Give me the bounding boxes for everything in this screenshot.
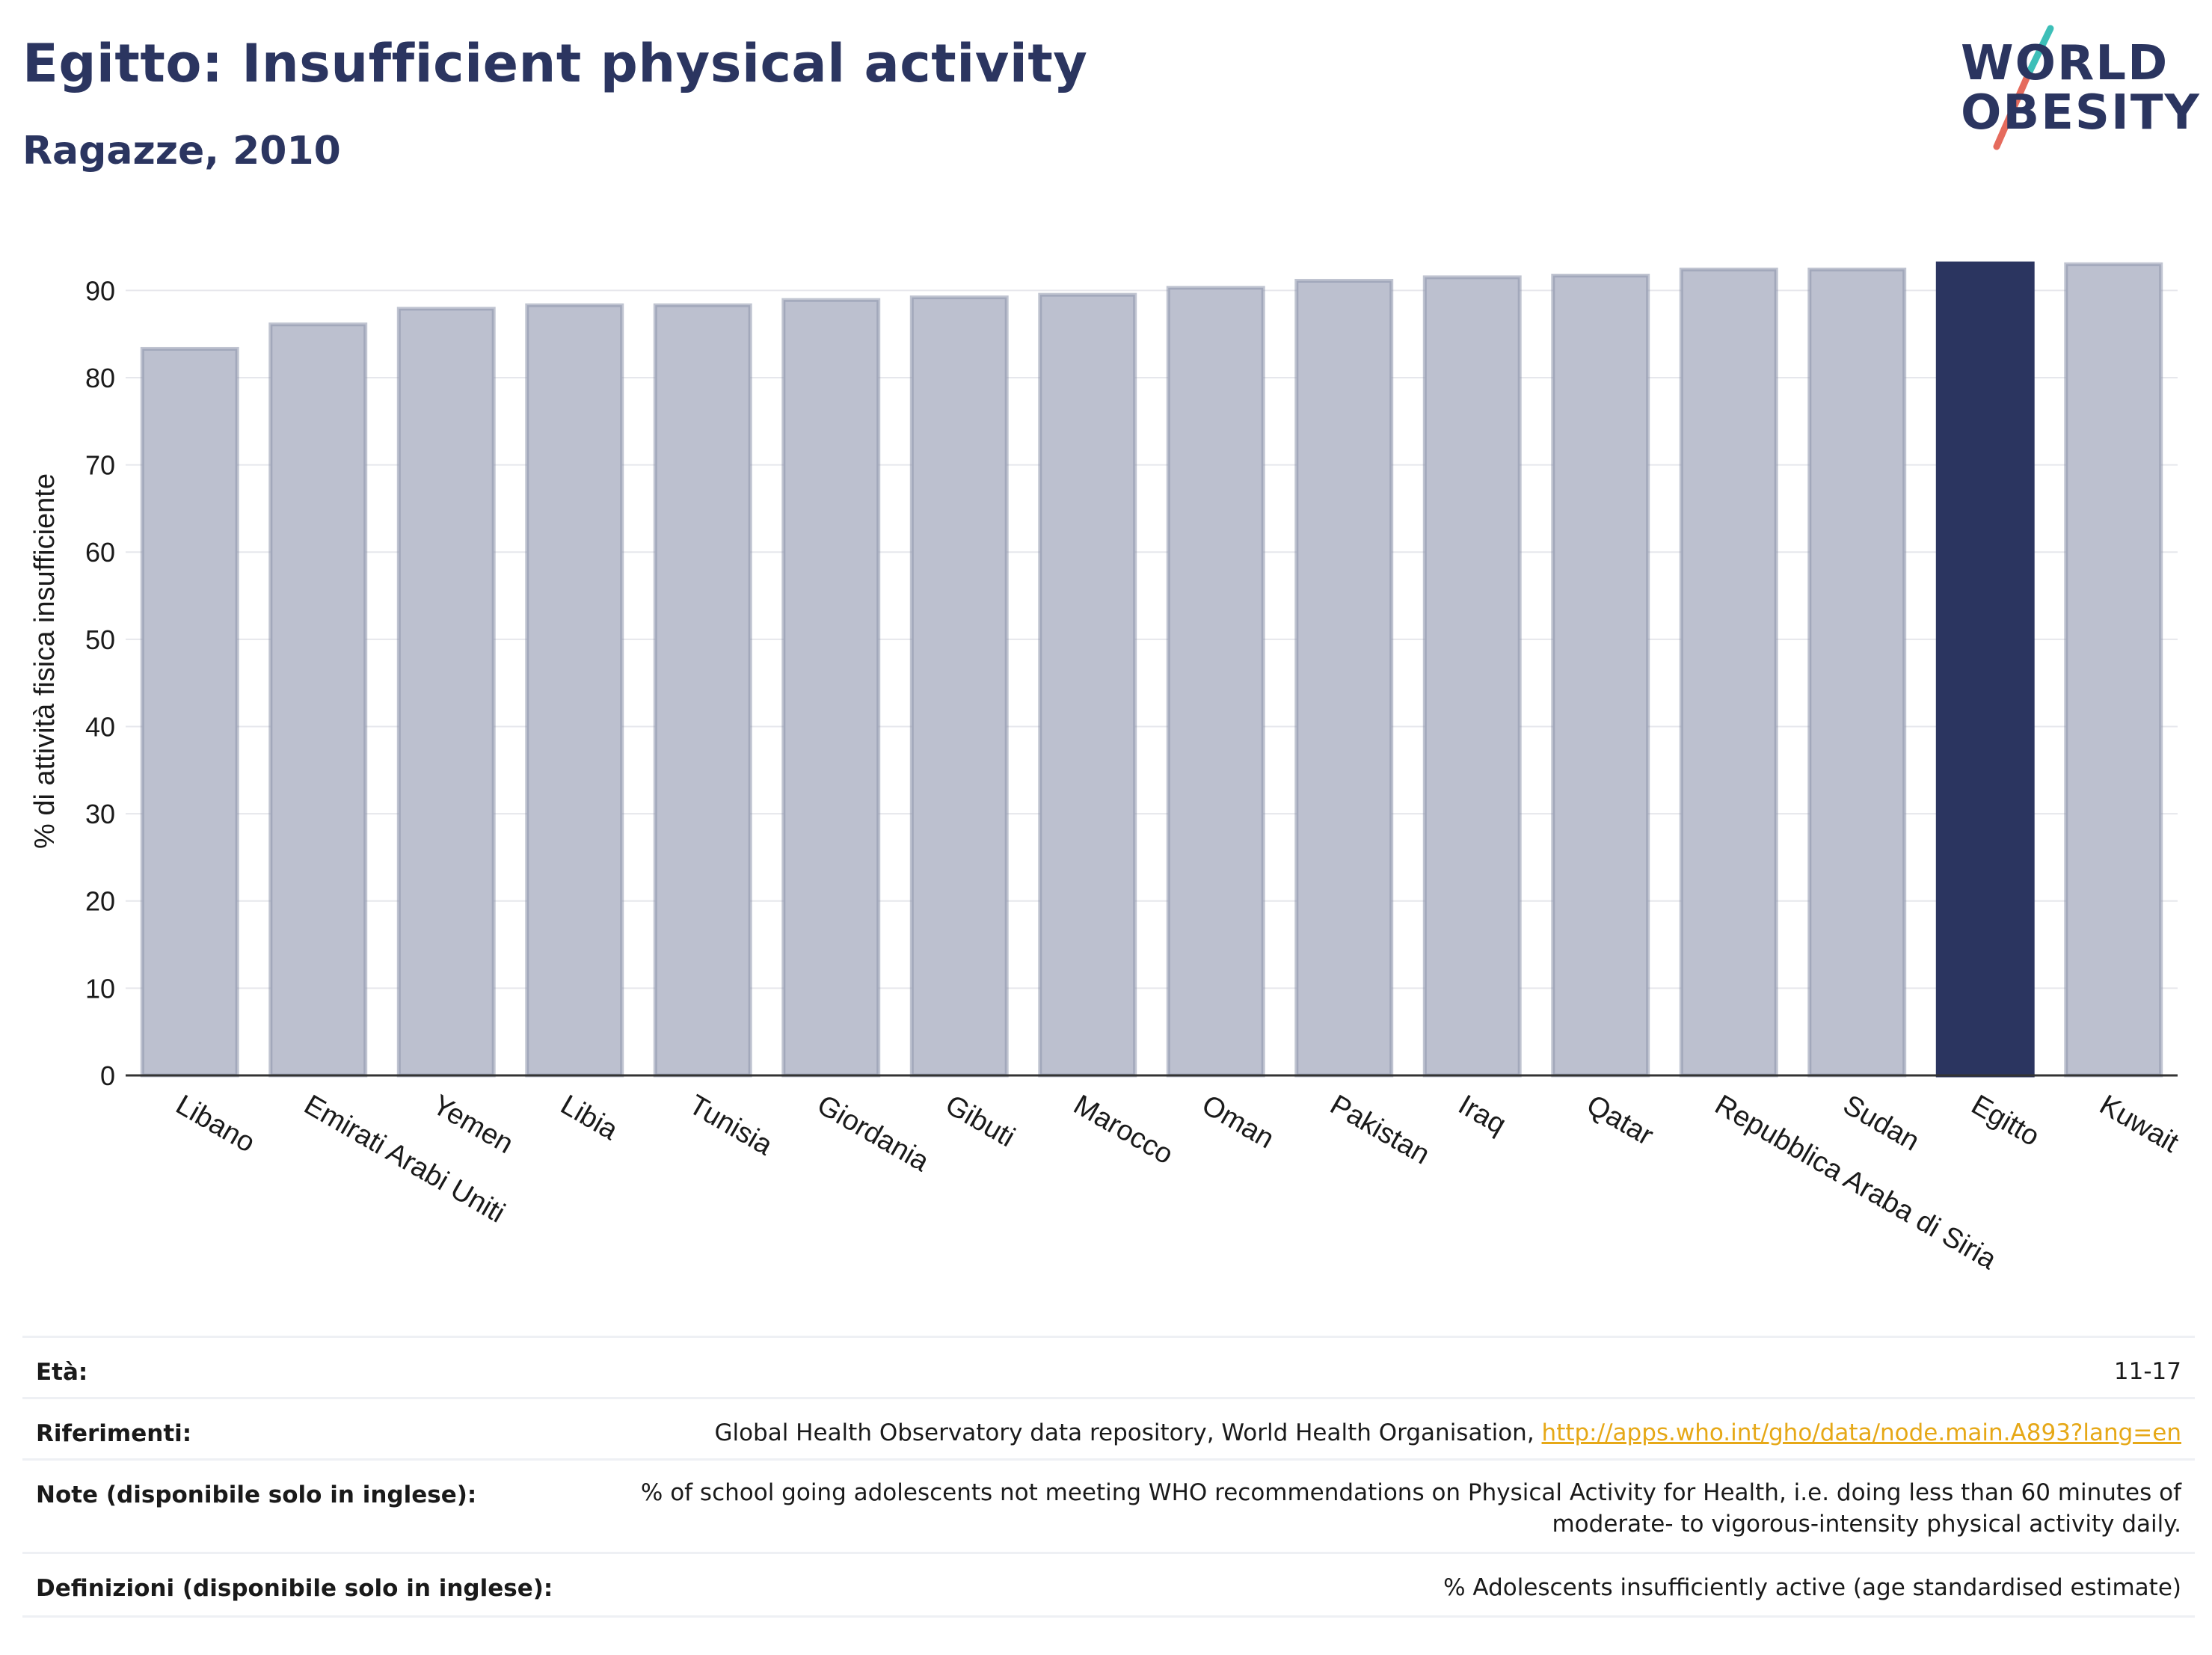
- y-tick-label: 90: [85, 275, 115, 306]
- meta-row-age: Età: 11-17: [22, 1336, 2195, 1399]
- x-tick-label: Pakistan: [1325, 1089, 1435, 1170]
- x-tick-label: Egitto: [1966, 1089, 2044, 1152]
- bar-marocco: [1038, 292, 1137, 1078]
- bar-iraq: [1422, 275, 1522, 1078]
- x-tick-label: Qatar: [1582, 1089, 1659, 1152]
- meta-age-value: 11-17: [2113, 1358, 2181, 1385]
- y-axis-label: % di attività fisica insufficiente: [29, 473, 61, 849]
- x-tick-label: Iraq: [1453, 1089, 1511, 1140]
- x-tick-label: Tunisia: [683, 1089, 778, 1161]
- world-obesity-logo[interactable]: WORLD OBESITY: [1944, 22, 2199, 157]
- y-axis-ticks: 0 10 20 30 40 50 60 70 80 90: [85, 275, 115, 1091]
- meta-notes-value: % of school going adolescents not meetin…: [641, 1477, 2181, 1540]
- bar-yemen: [396, 307, 496, 1078]
- y-tick-label: 30: [85, 799, 115, 829]
- page-subtitle: Ragazze, 2010: [22, 129, 341, 174]
- y-tick-label: 60: [85, 537, 115, 568]
- logo-slash-icon: [1993, 25, 2054, 150]
- x-tick-label: Marocco: [1069, 1089, 1179, 1170]
- x-tick-label: Libia: [556, 1089, 624, 1146]
- y-tick-label: 50: [85, 624, 115, 655]
- meta-row-defs: Definizioni (disponibile solo in inglese…: [22, 1552, 2195, 1618]
- meta-refs-label: Riferimenti:: [36, 1420, 192, 1447]
- y-tick-label: 10: [85, 973, 115, 1004]
- bar-giordania: [781, 298, 881, 1078]
- x-tick-label: Libano: [170, 1089, 260, 1158]
- meta-refs-text: Global Health Observatory data repositor…: [714, 1419, 1542, 1446]
- meta-age-label: Età:: [36, 1359, 88, 1386]
- logo-text-world: WORLD: [1961, 36, 2169, 91]
- bar-tunisia: [653, 303, 752, 1078]
- bar-sudan: [1807, 267, 1907, 1078]
- chart-bars: [140, 261, 2163, 1078]
- y-tick-label: 80: [85, 363, 115, 393]
- bar-gibuti: [909, 295, 1009, 1078]
- bar-qatar: [1551, 273, 1650, 1078]
- meta-defs-value: % Adolescents insufficiently active (age…: [1443, 1574, 2181, 1601]
- logo-text-obesity: OBESITY: [1961, 85, 2201, 141]
- bar-pakistan: [1294, 278, 1394, 1078]
- meta-notes-label: Note (disponibile solo in inglese):: [36, 1481, 477, 1508]
- x-tick-label: Sudan: [1838, 1089, 1925, 1157]
- x-tick-label: Gibuti: [940, 1089, 1020, 1153]
- bar-repubblica-araba-di-siria: [1679, 267, 1778, 1078]
- meta-notes-line1: % of school going adolescents not meetin…: [640, 1479, 2181, 1506]
- meta-refs-value: Global Health Observatory data repositor…: [714, 1417, 2181, 1449]
- x-tick-label: Yemen: [427, 1089, 518, 1160]
- y-tick-label: 40: [85, 711, 115, 742]
- bar-libano: [140, 346, 239, 1078]
- bar-oman: [1166, 286, 1265, 1078]
- meta-row-notes: Note (disponibile solo in inglese): % of…: [22, 1458, 2195, 1554]
- meta-notes-line2: moderate- to vigorous-intensity physical…: [1552, 1511, 2181, 1538]
- bar-libia: [525, 303, 624, 1078]
- x-tick-label: Kuwait: [2095, 1089, 2184, 1159]
- page-title: Egitto: Insufficient physical activity: [22, 33, 1088, 94]
- meta-defs-label: Definizioni (disponibile solo in inglese…: [36, 1575, 553, 1602]
- x-tick-label: Oman: [1196, 1089, 1279, 1155]
- y-tick-label: 0: [100, 1060, 115, 1091]
- meta-row-refs: Riferimenti: Global Health Observatory d…: [22, 1397, 2195, 1461]
- bar-emirati-arabi-uniti: [268, 322, 368, 1078]
- meta-refs-link[interactable]: http://apps.who.int/gho/data/node.main.A…: [1541, 1419, 2181, 1446]
- y-tick-label: 20: [85, 886, 115, 917]
- bar-kuwait: [2064, 262, 2163, 1078]
- bar-egitto: [1935, 261, 2035, 1078]
- y-tick-label: 70: [85, 450, 115, 481]
- x-tick-label: Giordania: [812, 1089, 935, 1178]
